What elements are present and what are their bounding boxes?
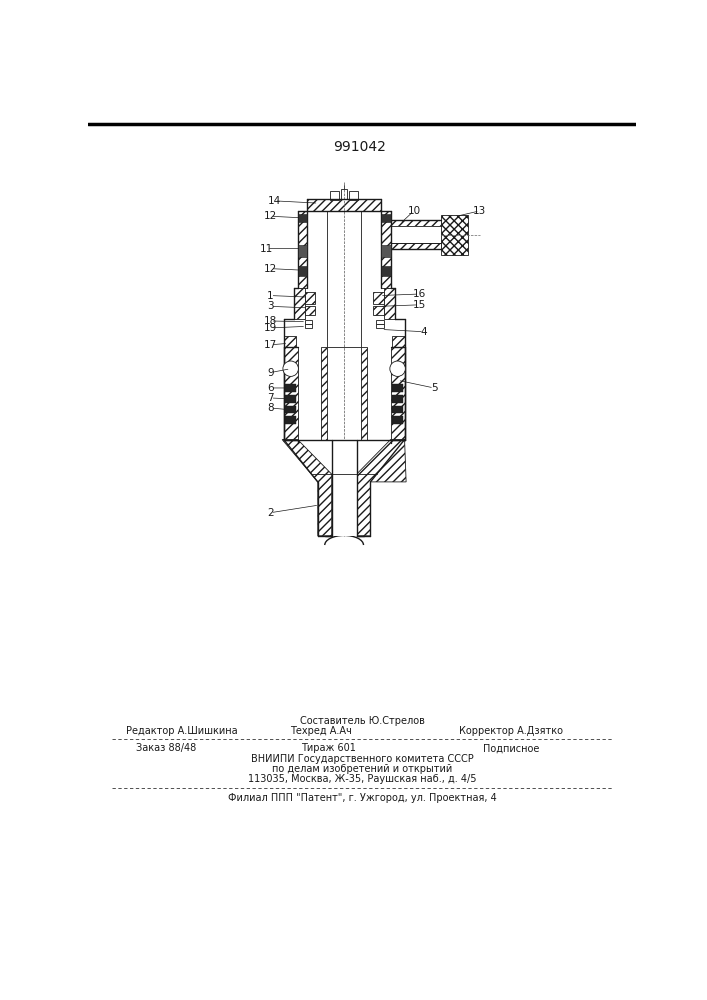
Text: Редактор А.Шишкина: Редактор А.Шишкина [126,726,237,736]
Polygon shape [284,347,298,440]
Bar [305,292,315,304]
Polygon shape [307,199,381,211]
Bar [298,214,307,222]
Bar [305,320,312,324]
Polygon shape [298,211,307,288]
Circle shape [283,361,298,376]
Bar [373,306,384,315]
Text: 12: 12 [264,264,277,274]
Text: 14: 14 [268,196,281,206]
Text: 9: 9 [267,368,274,378]
Polygon shape [293,288,305,319]
Text: 1: 1 [267,291,274,301]
Bar [391,226,441,243]
Text: 16: 16 [413,289,426,299]
Bar [381,245,391,257]
Polygon shape [282,440,332,536]
Polygon shape [391,243,441,249]
Text: 13: 13 [473,206,486,216]
Text: 8: 8 [267,403,274,413]
Text: 10: 10 [407,206,421,216]
Text: Тираж 601: Тираж 601 [301,743,356,753]
Bar [285,384,296,392]
Polygon shape [391,347,404,440]
Text: 18: 18 [264,316,277,326]
Text: Корректор А.Дзятко: Корректор А.Дзятко [459,726,563,736]
Bar [376,324,384,328]
Bar [285,416,296,424]
Bar [305,324,312,328]
Bar [330,191,339,200]
Text: Подписное: Подписное [483,743,539,753]
Text: 11: 11 [260,244,273,254]
Polygon shape [392,336,404,349]
Circle shape [390,361,405,376]
Bar [392,416,403,424]
Text: 6: 6 [267,383,274,393]
Text: 5: 5 [431,383,438,393]
Polygon shape [384,288,395,319]
Bar [349,191,358,200]
Polygon shape [356,440,406,536]
Text: Техред А.Ач: Техред А.Ач [290,726,352,736]
Polygon shape [284,336,296,349]
Polygon shape [361,347,368,440]
Bar [392,395,403,403]
Bar [285,406,296,413]
Text: ВНИИПИ Государственного комитета СССР: ВНИИПИ Государственного комитета СССР [250,754,473,764]
Bar [285,395,296,403]
Text: 4: 4 [421,327,427,337]
Text: 3: 3 [267,301,274,311]
Text: Заказ 88/48: Заказ 88/48 [136,743,196,753]
Bar [381,266,391,276]
Bar [298,245,307,257]
Text: 15: 15 [413,300,426,310]
Bar [392,406,403,413]
Polygon shape [441,215,468,255]
Bar [373,292,384,304]
Bar [298,266,307,276]
Text: 19: 19 [264,323,277,333]
Bar [381,214,391,222]
Text: Филиал ППП "Патент", г. Ужгород, ул. Проектная, 4: Филиал ППП "Патент", г. Ужгород, ул. Про… [228,793,496,803]
Bar [341,189,347,199]
Bar [332,440,356,536]
Text: 991042: 991042 [333,140,386,154]
Text: по делам изобретений и открытий: по делам изобретений и открытий [271,764,452,774]
Text: Составитель Ю.Стрелов: Составитель Ю.Стрелов [300,716,424,726]
Text: 113035, Москва, Ж-35, Раушская наб., д. 4/5: 113035, Москва, Ж-35, Раушская наб., д. … [247,774,477,784]
Text: 2: 2 [267,508,274,518]
Polygon shape [391,220,441,226]
Text: 12: 12 [264,211,277,221]
Text: 7: 7 [267,393,274,403]
Text: 17: 17 [264,340,277,350]
Bar [392,384,403,392]
Polygon shape [381,211,391,288]
Bar [376,320,384,324]
Bar [327,211,361,347]
Bar [305,306,315,315]
Polygon shape [321,347,327,440]
